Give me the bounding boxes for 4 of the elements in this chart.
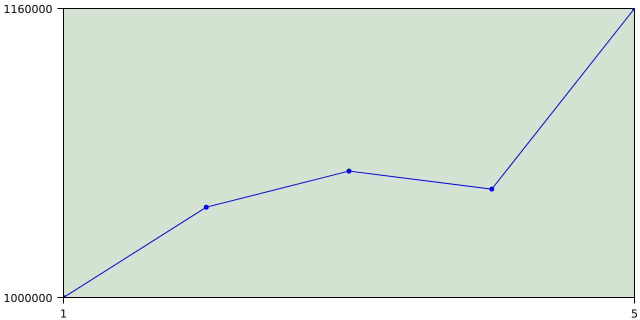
y-tick-label: 1160000 — [4, 3, 53, 16]
x-tick-label: 5 — [631, 308, 638, 320]
y-tick-label: 1000000 — [4, 292, 53, 305]
x-tick-label: 1 — [60, 308, 67, 320]
